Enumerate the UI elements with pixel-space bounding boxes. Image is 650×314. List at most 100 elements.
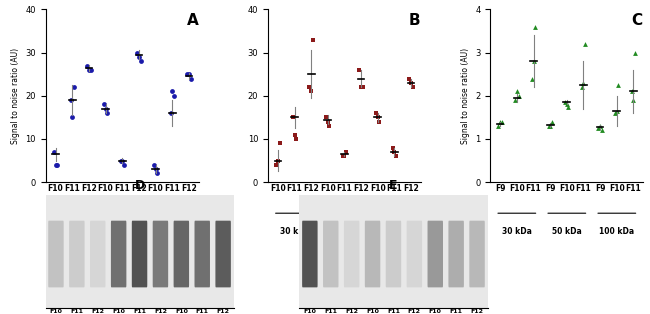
Point xyxy=(528,59,539,64)
Point xyxy=(372,115,383,120)
Point xyxy=(167,89,177,94)
FancyBboxPatch shape xyxy=(302,221,318,287)
Point xyxy=(512,89,522,94)
Point xyxy=(597,128,607,133)
Point xyxy=(291,136,302,141)
Point xyxy=(371,111,382,116)
Point xyxy=(356,85,367,90)
FancyBboxPatch shape xyxy=(407,221,422,287)
Text: 100 kDa: 100 kDa xyxy=(599,227,634,236)
Point xyxy=(547,119,557,124)
Point xyxy=(50,162,60,167)
Point xyxy=(85,68,96,73)
Text: A: A xyxy=(187,13,198,28)
Text: D: D xyxy=(135,179,145,192)
Text: 100 kDa: 100 kDa xyxy=(377,227,412,236)
Point xyxy=(630,50,640,55)
Text: 30 kDa: 30 kDa xyxy=(280,227,309,236)
Point xyxy=(168,93,179,98)
Point xyxy=(374,119,385,124)
Point xyxy=(99,102,109,107)
Point xyxy=(406,80,417,85)
FancyBboxPatch shape xyxy=(111,221,126,287)
Point xyxy=(530,24,540,29)
Text: 50 kDa: 50 kDa xyxy=(330,227,359,236)
FancyBboxPatch shape xyxy=(153,221,168,287)
Point xyxy=(545,123,555,128)
Point xyxy=(115,158,125,163)
Point xyxy=(339,154,350,159)
Point xyxy=(132,50,142,55)
Point xyxy=(560,100,570,105)
Point xyxy=(152,171,162,176)
Point xyxy=(117,158,127,163)
Point xyxy=(404,76,415,81)
Point xyxy=(304,85,315,90)
Point xyxy=(358,85,368,90)
Point xyxy=(526,76,537,81)
Point xyxy=(495,119,505,124)
FancyBboxPatch shape xyxy=(344,221,359,287)
Text: 30 kDa: 30 kDa xyxy=(502,227,532,236)
Point xyxy=(614,83,624,88)
FancyBboxPatch shape xyxy=(132,221,148,287)
Point xyxy=(65,98,75,103)
Point xyxy=(341,149,352,154)
Point xyxy=(289,132,300,137)
Point xyxy=(185,76,196,81)
FancyBboxPatch shape xyxy=(428,221,443,287)
Point xyxy=(182,72,192,77)
Point xyxy=(324,123,335,128)
Text: 100 kDa: 100 kDa xyxy=(155,227,190,236)
Point xyxy=(580,41,590,46)
Y-axis label: Signal to noise ratio (AU): Signal to noise ratio (AU) xyxy=(460,48,469,144)
Point xyxy=(387,145,398,150)
Point xyxy=(543,123,554,128)
Point xyxy=(82,63,92,68)
FancyBboxPatch shape xyxy=(215,221,231,287)
Point xyxy=(322,119,333,124)
Point xyxy=(134,54,144,59)
Point xyxy=(274,141,285,146)
Text: C: C xyxy=(631,13,642,28)
FancyBboxPatch shape xyxy=(448,221,464,287)
Point xyxy=(510,98,521,103)
Point xyxy=(595,123,605,128)
Text: E: E xyxy=(389,179,398,192)
Point xyxy=(577,85,587,90)
Point xyxy=(389,149,400,154)
Point xyxy=(612,108,622,113)
Point xyxy=(354,68,365,73)
Point xyxy=(307,37,318,42)
FancyBboxPatch shape xyxy=(174,221,189,287)
FancyBboxPatch shape xyxy=(90,221,105,287)
Point xyxy=(84,68,94,73)
FancyBboxPatch shape xyxy=(323,221,339,287)
Point xyxy=(100,106,110,111)
Text: 30 kDa: 30 kDa xyxy=(57,227,87,236)
Point xyxy=(52,162,62,167)
Point xyxy=(514,93,524,98)
Point xyxy=(593,126,604,131)
Point xyxy=(627,89,637,94)
Point xyxy=(119,162,129,167)
Y-axis label: Signal to noise ratio (AU): Signal to noise ratio (AU) xyxy=(10,48,20,144)
Point xyxy=(321,115,332,120)
FancyBboxPatch shape xyxy=(194,221,210,287)
Point xyxy=(391,154,401,159)
Point xyxy=(288,115,298,120)
Text: 50 kDa: 50 kDa xyxy=(552,227,582,236)
Point xyxy=(337,154,348,159)
FancyBboxPatch shape xyxy=(365,221,380,287)
Point xyxy=(610,111,620,116)
Point xyxy=(629,98,639,103)
Point xyxy=(135,59,146,64)
Point xyxy=(165,111,176,116)
Point xyxy=(67,115,77,120)
Point xyxy=(271,162,281,167)
Text: 50 kDa: 50 kDa xyxy=(107,227,137,236)
Point xyxy=(49,149,59,154)
Point xyxy=(408,85,418,90)
Point xyxy=(272,158,283,163)
Point xyxy=(306,89,317,94)
